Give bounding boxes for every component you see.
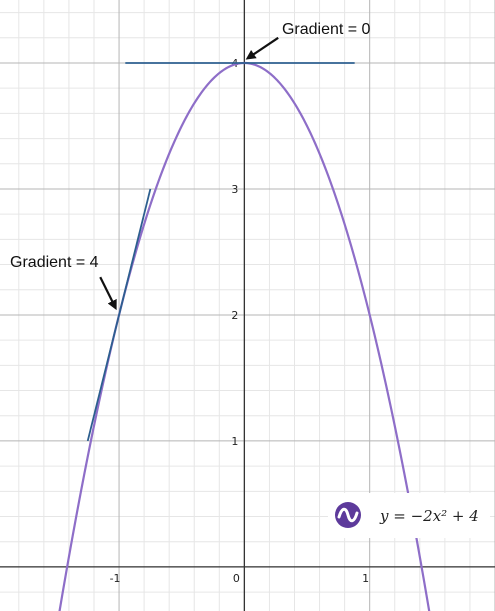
x-tick-label: -1 (110, 572, 121, 585)
annotation-arrow-1 (245, 36, 279, 60)
y-tick-label: 3 (231, 183, 238, 196)
annotation-arrow-2 (99, 276, 117, 311)
x-tick-label: 0 (233, 572, 240, 585)
annotations: Gradient = 0 Gradient = 4 (10, 21, 371, 311)
annotation-label-2: Gradient = 4 (10, 254, 99, 271)
x-tick-label: 1 (362, 572, 369, 585)
y-tick-label: 2 (231, 309, 238, 322)
y-tick-label: 1 (231, 435, 238, 448)
tangent-line-2 (86, 188, 152, 442)
desmos-logo-icon (335, 502, 361, 528)
equation-legend[interactable]: y = −2x² + 4 (328, 493, 490, 538)
equation-label: y = −2x² + 4 (380, 507, 479, 525)
annotation-label-1: Gradient = 0 (282, 21, 371, 38)
